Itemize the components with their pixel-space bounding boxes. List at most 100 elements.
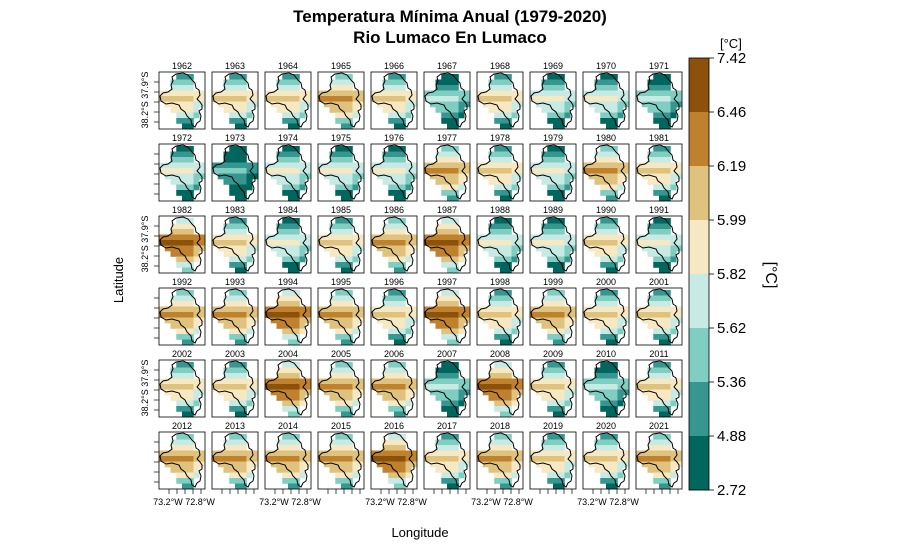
map-cell [441,400,448,407]
map-cell [653,179,660,185]
map-cell [494,96,501,102]
map-cell [600,107,607,113]
map-cell [187,107,194,113]
map-cell [246,323,253,329]
map-cell [411,173,418,180]
map-cell [505,378,512,385]
map-cell [388,79,395,86]
map-cell [452,323,459,329]
map-cell [182,328,189,335]
map-cell [341,234,348,241]
map-cell [606,162,613,169]
map-cell [636,96,643,102]
map-cell [505,90,512,97]
map-cell [376,389,383,396]
map-cell [394,190,401,196]
map-cell [452,301,459,307]
map-cell [553,472,560,479]
map-cell [187,218,194,224]
map-cell [276,367,283,374]
map-cell [553,439,560,446]
map-cell [500,184,507,191]
map-cell [246,450,253,457]
map-cell [541,317,548,324]
map-cell [399,411,406,418]
map-cell [399,472,406,479]
map-cell [329,378,336,385]
map-cell [240,328,247,335]
watershed-outline [583,288,627,344]
map-cell [553,262,560,268]
map-cell [647,312,654,318]
panel-frame [476,71,524,130]
map-cell [352,112,359,119]
map-cell [240,168,247,174]
map-cell [240,389,247,396]
map-cell [511,400,518,407]
map-cell [558,362,565,368]
map-cell [464,234,471,241]
map-cell [335,406,342,412]
map-cell [335,162,342,169]
map-cell [447,223,454,230]
map-cell [641,96,648,102]
map-cell [617,389,624,396]
map-cell [482,96,489,102]
map-cell [288,223,295,230]
map-cell [399,384,406,390]
map-cell [647,79,654,86]
map-cell [276,85,283,91]
map-cell [447,218,454,224]
map-cell [382,312,389,318]
map-cell [240,339,247,346]
map-cell [341,101,348,108]
map-cell [664,467,671,473]
map-cell [240,373,247,379]
map-cell [388,400,395,407]
map-cell [176,101,183,108]
map-cell [282,179,289,185]
map-cell [588,306,595,313]
map-cell [187,184,194,191]
map-cell [276,107,283,113]
map-cell [600,74,607,80]
map-cell [252,234,259,241]
map-cell [458,245,465,252]
map-cell [606,251,613,257]
map-cell [429,173,436,180]
axes: 38.2°S 37.9°S38.2°S 37.9°S38.2°S 37.9°S7… [140,72,679,507]
map-cell [606,184,613,191]
panel-year-label: 1987 [437,205,457,215]
map-cell [452,445,459,451]
panel-frame [264,143,312,202]
panel-frame [370,359,418,418]
y-tick-label: 38.2°S 37.9°S [140,216,150,273]
map-cell [182,434,189,440]
map-cell [405,112,412,119]
map-cell [229,290,236,296]
map-cell [600,334,607,340]
map-cell [335,101,342,108]
map-cell [270,245,277,252]
map-cell [594,312,601,318]
map-cell [305,317,312,324]
map-cell [617,395,624,401]
map-cell [641,245,648,252]
map-cell [452,74,459,80]
map-cell [558,123,565,130]
colorbar-segment [689,112,709,167]
map-cell [452,96,459,102]
map-cell [447,112,454,119]
map-cell [288,450,295,457]
map-cell [553,478,560,484]
map-cell [411,96,418,102]
map-cell [235,96,242,102]
map-cell [235,295,242,302]
map-cell [570,240,577,246]
map-cell [346,157,353,163]
panel-year-label: 1972 [172,133,192,143]
map-cell [187,240,194,246]
map-cell [600,378,607,385]
map-cell [240,450,247,457]
map-cell [606,406,613,412]
